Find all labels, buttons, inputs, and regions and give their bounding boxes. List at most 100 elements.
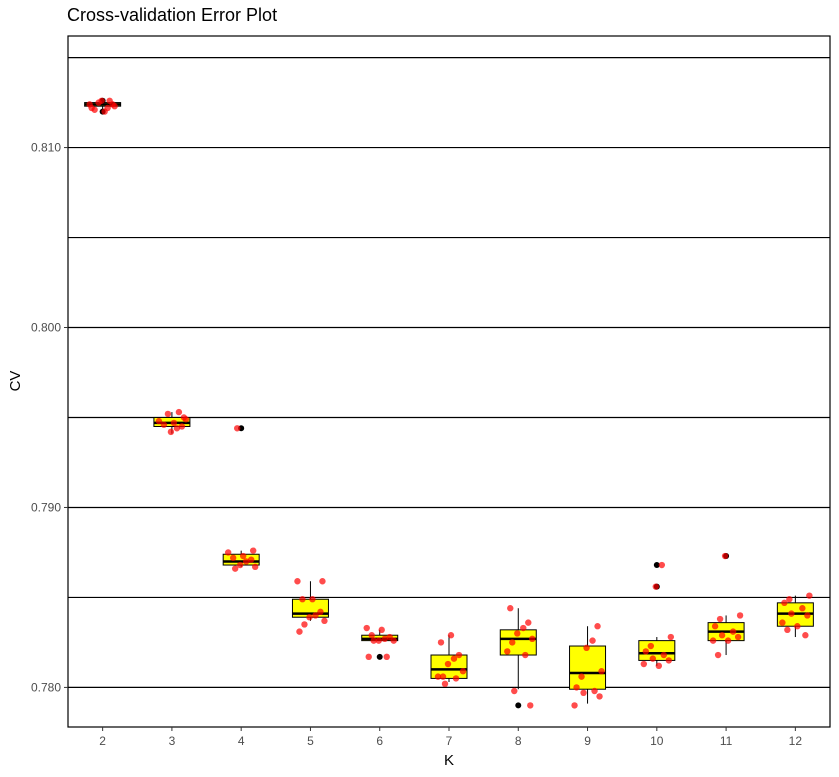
cv-point-k-9 — [573, 684, 580, 691]
cv-point-k-8 — [509, 639, 516, 646]
cv-point-k-5 — [309, 596, 316, 603]
y-tick-label: 0.810 — [31, 141, 61, 155]
cv-point-k-6 — [363, 624, 370, 632]
x-axis-title: K — [444, 752, 454, 769]
y-axis-title: CV — [7, 371, 24, 392]
cv-point-k-10 — [642, 648, 650, 655]
box-k-9 — [569, 626, 607, 704]
cv-point-k-10 — [652, 583, 660, 590]
cv-point-k-12 — [786, 596, 793, 603]
cv-point-k-7 — [437, 639, 445, 646]
cv-point-k-8 — [520, 624, 527, 632]
cv-point-k-9 — [596, 693, 603, 700]
cv-point-k-10 — [640, 660, 648, 668]
cv-point-k-10 — [665, 657, 673, 664]
y-axis-ticks: 0.780 0.790 0.800 0.810 — [31, 141, 68, 694]
cv-point-k-4 — [236, 561, 244, 569]
jitter-points — [86, 97, 813, 709]
cv-point-k-4 — [229, 554, 237, 562]
cv-point-k-12 — [806, 592, 813, 599]
cv-point-k-7 — [459, 668, 467, 675]
cv-point-k-6 — [381, 635, 388, 643]
cv-point-k-6 — [375, 637, 382, 644]
cv-point-k-10 — [655, 662, 663, 670]
cv-point-k-5 — [296, 628, 303, 635]
x-tick-label: 5 — [307, 734, 314, 748]
cv-point-k-6 — [368, 632, 375, 639]
cv-point-k-11 — [736, 612, 744, 619]
x-tick-label: 7 — [446, 734, 453, 748]
cv-point-k-3 — [173, 425, 181, 432]
cv-point-k-6 — [370, 637, 377, 644]
cv-point-k-10 — [658, 561, 666, 569]
grid-lines — [68, 56, 830, 689]
x-axis-ticks: 2 3 4 5 6 7 8 9 10 11 12 — [99, 727, 802, 748]
cv-point-k-10 — [660, 651, 668, 659]
cv-point-k-11 — [734, 633, 742, 641]
cv-point-k-3 — [182, 416, 190, 423]
cv-point-k-9 — [571, 702, 578, 709]
cv-point-k-8 — [529, 635, 536, 643]
cv-point-k-9 — [589, 637, 596, 644]
cv-point-k-2 — [91, 106, 98, 113]
cv-point-k-7 — [450, 655, 458, 662]
cv-point-k-12 — [779, 619, 786, 626]
outlier-point — [376, 653, 383, 660]
cv-point-k-12 — [794, 623, 801, 630]
cv-point-k-11 — [718, 632, 726, 639]
cv-point-k-3 — [175, 408, 183, 416]
cv-point-k-5 — [319, 578, 326, 585]
cv-point-k-7 — [434, 673, 442, 680]
y-tick-label: 0.800 — [31, 321, 61, 335]
cv-point-k-8 — [522, 651, 529, 659]
cv-point-k-9 — [598, 668, 605, 675]
cv-point-k-3 — [170, 419, 178, 427]
outlier-point — [653, 562, 660, 569]
x-tick-label: 6 — [376, 734, 383, 748]
cv-point-k-12 — [802, 632, 809, 639]
cv-point-k-5 — [299, 596, 306, 603]
cv-point-k-11 — [724, 637, 732, 644]
cv-point-k-6 — [390, 637, 397, 644]
cv-point-k-4 — [224, 549, 232, 556]
cv-point-k-8 — [504, 648, 511, 655]
x-tick-label: 4 — [238, 734, 245, 748]
x-tick-label: 12 — [789, 734, 803, 748]
cv-point-k-4 — [249, 547, 257, 554]
x-tick-label: 2 — [99, 734, 106, 748]
y-tick-label: 0.790 — [31, 500, 61, 514]
cv-point-k-4 — [251, 563, 259, 571]
cv-point-k-2 — [104, 104, 111, 112]
cv-point-k-11 — [721, 552, 729, 560]
cv-point-k-10 — [667, 633, 675, 641]
cv-point-k-12 — [784, 626, 791, 634]
cv-point-k-2 — [86, 101, 93, 108]
cv-point-k-5 — [312, 612, 319, 619]
cv-point-k-2 — [98, 97, 105, 104]
cv-point-k-9 — [580, 689, 587, 697]
cv-point-k-11 — [709, 637, 717, 644]
cv-point-k-9 — [591, 687, 598, 695]
cv-point-k-3 — [178, 423, 186, 430]
cv-point-k-7 — [441, 680, 449, 688]
cv-point-k-5 — [321, 617, 328, 625]
x-tick-label: 11 — [720, 734, 733, 748]
cv-point-k-3 — [155, 417, 163, 425]
x-tick-label: 8 — [515, 734, 522, 748]
cv-point-k-5 — [294, 578, 301, 585]
cv-point-k-8 — [511, 687, 518, 695]
x-tick-label: 3 — [169, 734, 176, 748]
box-layer — [84, 97, 814, 709]
cv-point-k-9 — [578, 673, 585, 680]
chart-title: Cross-validation Error Plot — [67, 5, 278, 25]
x-tick-label: 10 — [650, 734, 664, 748]
cv-point-k-11 — [714, 651, 722, 659]
cv-point-k-10 — [649, 655, 657, 662]
cv-point-k-5 — [317, 608, 324, 616]
cv-point-k-4 — [242, 558, 250, 565]
cv-point-k-8 — [514, 630, 521, 637]
box-iqr — [569, 645, 607, 690]
cv-point-k-3 — [167, 428, 175, 436]
cv-point-k-6 — [365, 653, 372, 661]
